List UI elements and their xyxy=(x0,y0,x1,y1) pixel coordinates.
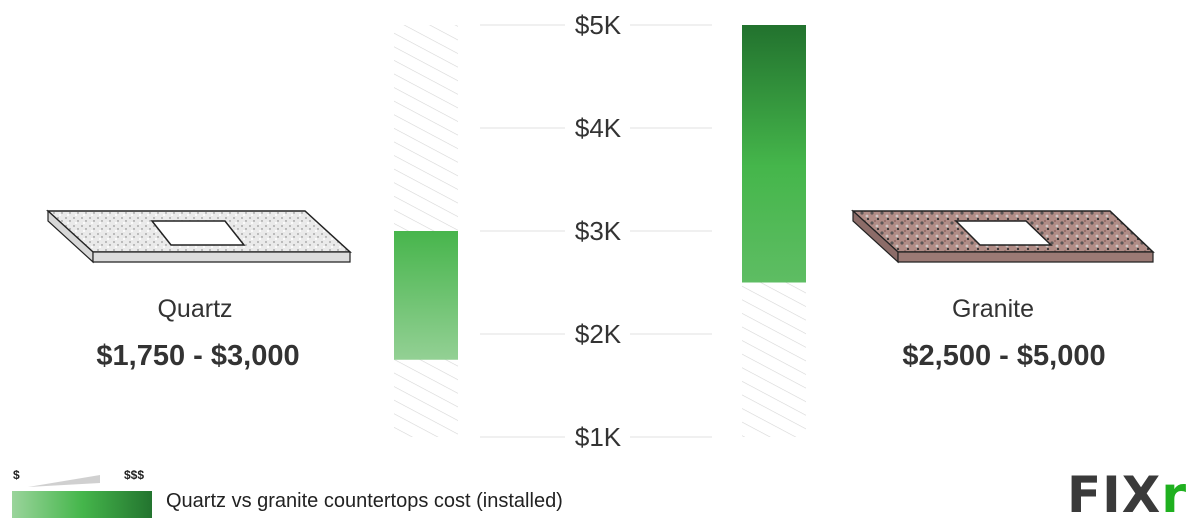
y-tick-label: $4K xyxy=(575,113,622,143)
y-tick-label: $5K xyxy=(575,10,622,40)
legend-cost-wedge xyxy=(28,475,100,487)
y-tick-label: $3K xyxy=(575,216,622,246)
granite-countertop-image xyxy=(851,209,1155,264)
quartz-price-range: $1,750 - $3,000 xyxy=(96,340,300,372)
y-tick-label: $2K xyxy=(575,319,622,349)
legend-low-symbol: $ xyxy=(13,468,20,482)
range-bar-quartz xyxy=(394,231,458,360)
fixr-logo: FIXr xyxy=(1067,466,1187,524)
granite-price-range: $2,500 - $5,000 xyxy=(902,340,1106,372)
legend-caption: Quartz vs granite countertops cost (inst… xyxy=(166,490,563,512)
quartz-label: Quartz xyxy=(157,295,233,323)
legend-high-symbol: $$$ xyxy=(124,468,145,482)
quartz-countertop-image xyxy=(46,209,352,264)
y-tick-label: $1K xyxy=(575,422,622,452)
range-bar-granite xyxy=(742,25,806,283)
granite-label: Granite xyxy=(952,295,1034,323)
legend-gradient-bar xyxy=(12,491,152,518)
